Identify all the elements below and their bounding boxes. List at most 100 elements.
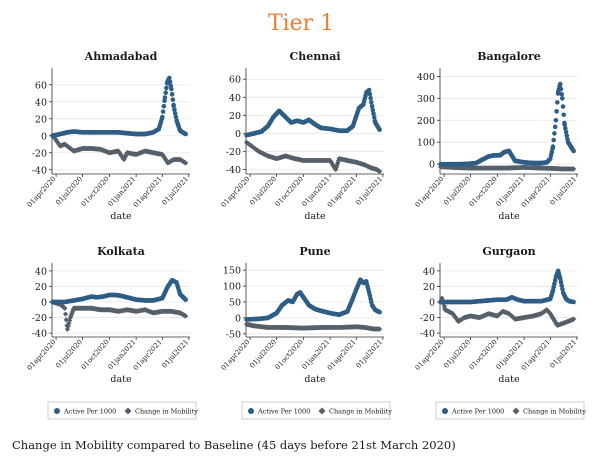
series-mobility (243, 321, 383, 332)
y-tick-label: 200 (417, 116, 435, 127)
legend-active-label: Active Per 1000 (451, 408, 504, 416)
x-tick-label: 01jul2021 (549, 175, 579, 207)
legend-active-marker (54, 408, 60, 414)
y-tick-label: -50 (226, 329, 241, 340)
mobility-point (183, 313, 189, 319)
active-point (183, 131, 188, 137)
mobility-point (69, 311, 75, 317)
panel-gurgaon: Gurgaon-40-200204001apr202001jul202001oc… (414, 245, 579, 385)
active-point (377, 127, 382, 133)
active-point (562, 122, 567, 127)
series-mobility (49, 133, 189, 166)
y-tick-label: 0 (235, 129, 241, 140)
figure-title: Tier 1 (268, 11, 334, 36)
active-point (554, 109, 559, 114)
y-tick-label: 50 (229, 298, 241, 309)
y-tick-label: 100 (223, 282, 241, 293)
legend-active-marker (248, 408, 254, 414)
x-tick-label: 01jul2021 (355, 175, 385, 207)
active-point (162, 95, 168, 100)
active-point (571, 299, 576, 305)
x-tick-label: 01apr2020 (220, 175, 252, 209)
mobility-point (439, 295, 445, 301)
active-point (559, 91, 564, 97)
y-tick-label: 60 (229, 75, 241, 86)
active-point (367, 91, 373, 97)
x-tick-label: 01jul2021 (355, 338, 385, 370)
x-tick-label: 01jul2021 (549, 338, 579, 370)
series-mobility (49, 299, 189, 332)
legend-active-label: Active Per 1000 (257, 408, 310, 416)
x-tick-label: 01apr2020 (26, 338, 58, 372)
active-point (167, 79, 173, 85)
panel-title: Chennai (289, 50, 340, 63)
series-active (50, 277, 188, 305)
y-tick-label: 20 (423, 282, 435, 293)
panel-chennai: Chennai-40-20020406001apr202001jul202001… (220, 50, 385, 222)
active-point (555, 100, 560, 105)
y-tick-label: 20 (35, 282, 47, 293)
legend-box (241, 401, 391, 420)
x-axis-label: date (304, 211, 326, 222)
y-tick-label: 60 (35, 80, 47, 91)
y-tick-label: -20 (32, 313, 47, 324)
mobility-point (62, 305, 68, 311)
y-tick-label: -20 (32, 148, 47, 159)
active-point (167, 75, 172, 81)
panel-ahmadabad: Ahmadabad-40-20020406001apr202001jul2020… (26, 50, 191, 222)
x-tick-label: 01apr2020 (414, 175, 446, 209)
y-tick-label: 400 (417, 72, 435, 83)
panel-title: Pune (299, 245, 330, 258)
legend: Active Per 1000 Change in Mobility (47, 401, 198, 420)
panel-title: Kolkata (97, 245, 145, 258)
mobility-point (62, 311, 69, 317)
legend-mobility-label: Change in Mobility (523, 408, 586, 416)
active-point (160, 109, 166, 114)
active-point (369, 104, 375, 109)
legend: Active Per 1000 Change in Mobility (241, 401, 392, 420)
active-point (559, 96, 565, 101)
active-point (371, 111, 376, 116)
y-tick-label: 0 (41, 131, 47, 142)
y-tick-label: -40 (226, 165, 241, 176)
x-axis-label: date (498, 211, 520, 222)
active-point (561, 112, 567, 118)
active-point (169, 86, 174, 92)
active-point (563, 129, 569, 135)
x-tick-label: 01apr2020 (220, 338, 252, 372)
y-tick-label: -40 (420, 329, 435, 340)
active-point (557, 276, 563, 281)
active-point (377, 309, 382, 315)
mobility-point (377, 326, 383, 332)
active-point (559, 283, 564, 288)
active-point (161, 103, 167, 109)
active-point (371, 115, 377, 120)
active-point (558, 86, 564, 92)
legend-mobility-marker (512, 407, 520, 415)
y-tick-label: -40 (32, 329, 47, 340)
mobility-point (571, 316, 577, 322)
mobility-point (571, 166, 577, 172)
active-point (160, 114, 165, 120)
active-point (171, 103, 176, 109)
mobility-point (377, 168, 383, 174)
mobility-point (63, 317, 69, 323)
active-point (558, 279, 564, 285)
legend-active-label: Active Per 1000 (63, 408, 116, 416)
series-active (438, 81, 576, 167)
y-tick-label: -40 (32, 165, 47, 176)
active-point (571, 148, 576, 154)
series-mobility (243, 139, 383, 174)
mobility-point (66, 320, 72, 326)
series-mobility (437, 164, 577, 172)
y-tick-label: 40 (35, 97, 47, 108)
active-point (560, 104, 566, 109)
active-point (564, 133, 570, 138)
y-tick-label: 0 (41, 298, 47, 309)
active-point (369, 99, 374, 105)
active-point (560, 286, 565, 292)
panel-title: Bangalore (477, 50, 541, 63)
y-tick-label: 40 (35, 266, 47, 277)
active-point (163, 90, 168, 96)
legend-active-marker (442, 408, 448, 414)
